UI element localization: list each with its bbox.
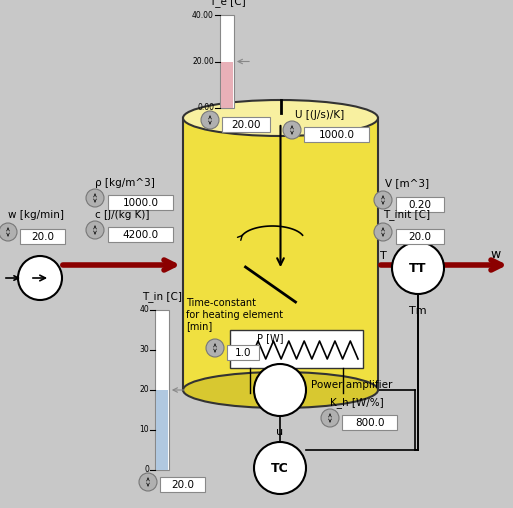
Text: 30: 30	[139, 345, 149, 355]
Bar	[20, 229, 65, 244]
Circle shape	[86, 221, 104, 239]
Text: Time-constant
for heating element
[min]: Time-constant for heating element [min]	[186, 298, 283, 331]
Text: 0.20: 0.20	[408, 200, 431, 209]
Circle shape	[392, 242, 444, 294]
Text: 20.00: 20.00	[231, 119, 261, 130]
Bar	[342, 415, 397, 430]
Bar	[183, 118, 378, 390]
Circle shape	[283, 121, 301, 139]
Text: 1000.0: 1000.0	[123, 198, 159, 207]
Text: 20.0: 20.0	[408, 232, 431, 241]
Text: 1.0: 1.0	[235, 347, 251, 358]
Bar	[396, 229, 444, 244]
Circle shape	[139, 473, 157, 491]
Text: 0.00: 0.00	[197, 104, 214, 112]
Text: TC: TC	[271, 461, 289, 474]
Bar	[108, 195, 173, 210]
Text: 10: 10	[140, 426, 149, 434]
Text: 4200.0: 4200.0	[123, 230, 159, 239]
Text: u: u	[277, 427, 284, 437]
Text: 20: 20	[140, 386, 149, 395]
Text: Power amplifier: Power amplifier	[311, 380, 392, 390]
Bar	[108, 227, 173, 242]
Text: T_init [C]: T_init [C]	[383, 209, 430, 220]
Text: Tm: Tm	[409, 306, 427, 316]
Text: 1000.0: 1000.0	[319, 130, 354, 140]
Bar	[396, 197, 444, 212]
Circle shape	[374, 191, 392, 209]
Bar	[227, 345, 259, 360]
Text: ρ [kg/m^3]: ρ [kg/m^3]	[95, 178, 155, 188]
Text: K_h [W/%]: K_h [W/%]	[330, 397, 384, 408]
Circle shape	[206, 339, 224, 357]
Bar	[155, 310, 169, 470]
Text: c [J/(kg K)]: c [J/(kg K)]	[95, 210, 149, 220]
Bar	[221, 61, 233, 108]
Text: 40: 40	[139, 305, 149, 314]
Bar	[156, 390, 168, 470]
Circle shape	[18, 256, 62, 300]
Circle shape	[86, 189, 104, 207]
Text: T_e [C]: T_e [C]	[209, 0, 245, 7]
Circle shape	[0, 223, 17, 241]
Text: 0: 0	[144, 465, 149, 474]
Text: V [m^3]: V [m^3]	[385, 178, 429, 188]
Bar	[160, 477, 205, 492]
Bar	[222, 117, 270, 132]
Circle shape	[201, 111, 219, 129]
Ellipse shape	[183, 372, 378, 408]
Text: TT: TT	[409, 262, 427, 274]
Text: P [W]: P [W]	[256, 333, 283, 343]
Bar	[304, 127, 369, 142]
Circle shape	[321, 409, 339, 427]
Text: T_in [C]: T_in [C]	[142, 291, 182, 302]
Text: T: T	[380, 251, 387, 261]
Circle shape	[254, 364, 306, 416]
Text: w [kg/min]: w [kg/min]	[8, 210, 64, 220]
Ellipse shape	[183, 100, 378, 136]
Text: w: w	[490, 248, 500, 262]
Bar	[220, 15, 234, 108]
Text: 40.00: 40.00	[192, 11, 214, 19]
Text: 20.0: 20.0	[31, 232, 54, 241]
Circle shape	[374, 223, 392, 241]
Bar	[230, 330, 363, 368]
Text: U [(J/s)/K]: U [(J/s)/K]	[295, 110, 344, 120]
Text: 20.00: 20.00	[192, 57, 214, 66]
Text: 20.0: 20.0	[171, 480, 194, 490]
Circle shape	[254, 442, 306, 494]
Text: 800.0: 800.0	[355, 418, 384, 428]
